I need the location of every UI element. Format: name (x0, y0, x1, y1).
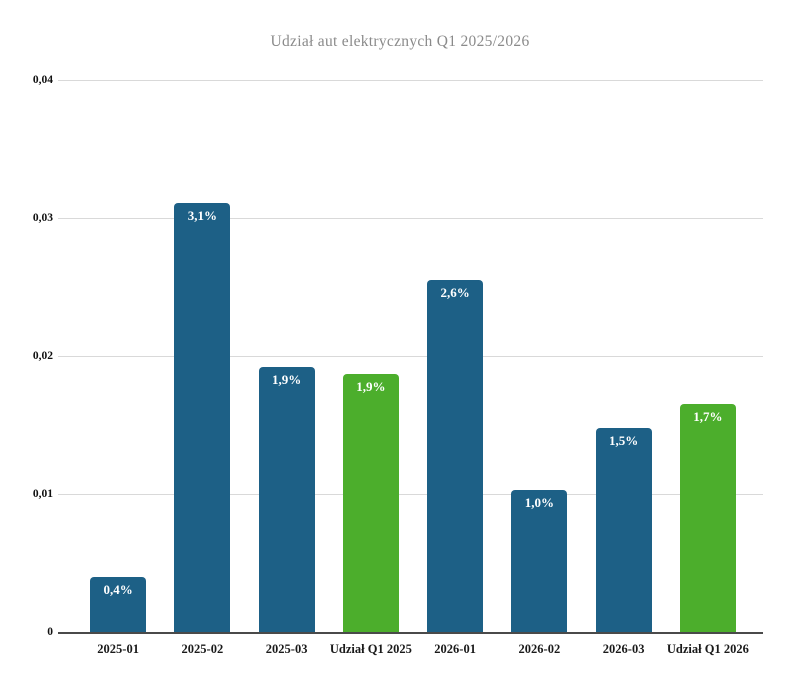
x-tick-label: 2026-02 (518, 642, 561, 656)
y-tick-label: 0,02 (32, 350, 53, 362)
bar-slot: 1,0% (497, 78, 581, 632)
bar-value-label: 1,9% (272, 372, 302, 387)
bar-value-label: 1,5% (609, 433, 639, 448)
bar-slot: 1,5% (582, 78, 666, 632)
bar-slot: 1,9% (245, 78, 329, 632)
gridline-0,02 (58, 356, 763, 357)
y-tick-label: 0,01 (32, 488, 53, 500)
gridline-0,04 (58, 80, 763, 81)
bar-slot: 1,9% (329, 78, 413, 632)
x-tick-label: 2025-01 (97, 642, 139, 656)
bar-slot: 1,7% (666, 78, 750, 632)
bar-slot: 0,4% (76, 78, 160, 632)
bar-value-label: 1,0% (524, 495, 554, 510)
bar-udział-q1-2025: 1,9% (342, 374, 399, 632)
gridline-0,01 (58, 494, 763, 495)
bar-value-label: 3,1% (187, 208, 217, 223)
x-tick-label: Udział Q1 2026 (666, 642, 749, 656)
bar-2026-01: 2,6% (427, 280, 484, 632)
bar-udział-q1-2026: 1,7% (679, 404, 736, 632)
bar-slot: 2,6% (413, 78, 497, 632)
y-tick-label: 0 (47, 626, 53, 638)
x-tick-label: 2025-03 (265, 642, 308, 656)
bar-2025-01: 0,4% (90, 577, 147, 632)
bar-value-label: 2,6% (440, 285, 470, 300)
x-axis-line (58, 632, 763, 634)
bar-2025-02: 3,1% (174, 203, 231, 632)
bar-value-label: 1,9% (356, 379, 386, 394)
x-tick-label: 2025-02 (181, 642, 224, 656)
bar-2025-03: 1,9% (258, 367, 315, 632)
x-tick-label: Udział Q1 2025 (329, 642, 412, 656)
bar-value-label: 0,4% (103, 582, 133, 597)
bar-value-label: 1,7% (693, 409, 723, 424)
x-tick-label: 2026-03 (602, 642, 645, 656)
x-tick-label: 2026-01 (434, 642, 476, 656)
x-axis-tick-labels: 2025-01 2025-02 2025-03 Udział Q1 2025 2026-… (76, 642, 750, 657)
bar-2026-02: 1,0% (511, 490, 568, 632)
y-tick-label: 0,03 (32, 212, 53, 224)
chart-title: Udział aut elektrycznych Q1 2025/2026 (270, 33, 530, 50)
y-tick-label: 0,04 (32, 74, 53, 86)
bar-2026-03: 1,5% (595, 428, 652, 632)
gridline-0,03 (58, 218, 763, 219)
bars-row: 0,4% 3,1% 1,9% 1,9% 2,6% 1,0% 1,5% 1,7% (76, 78, 750, 632)
bar-slot: 3,1% (160, 78, 244, 632)
